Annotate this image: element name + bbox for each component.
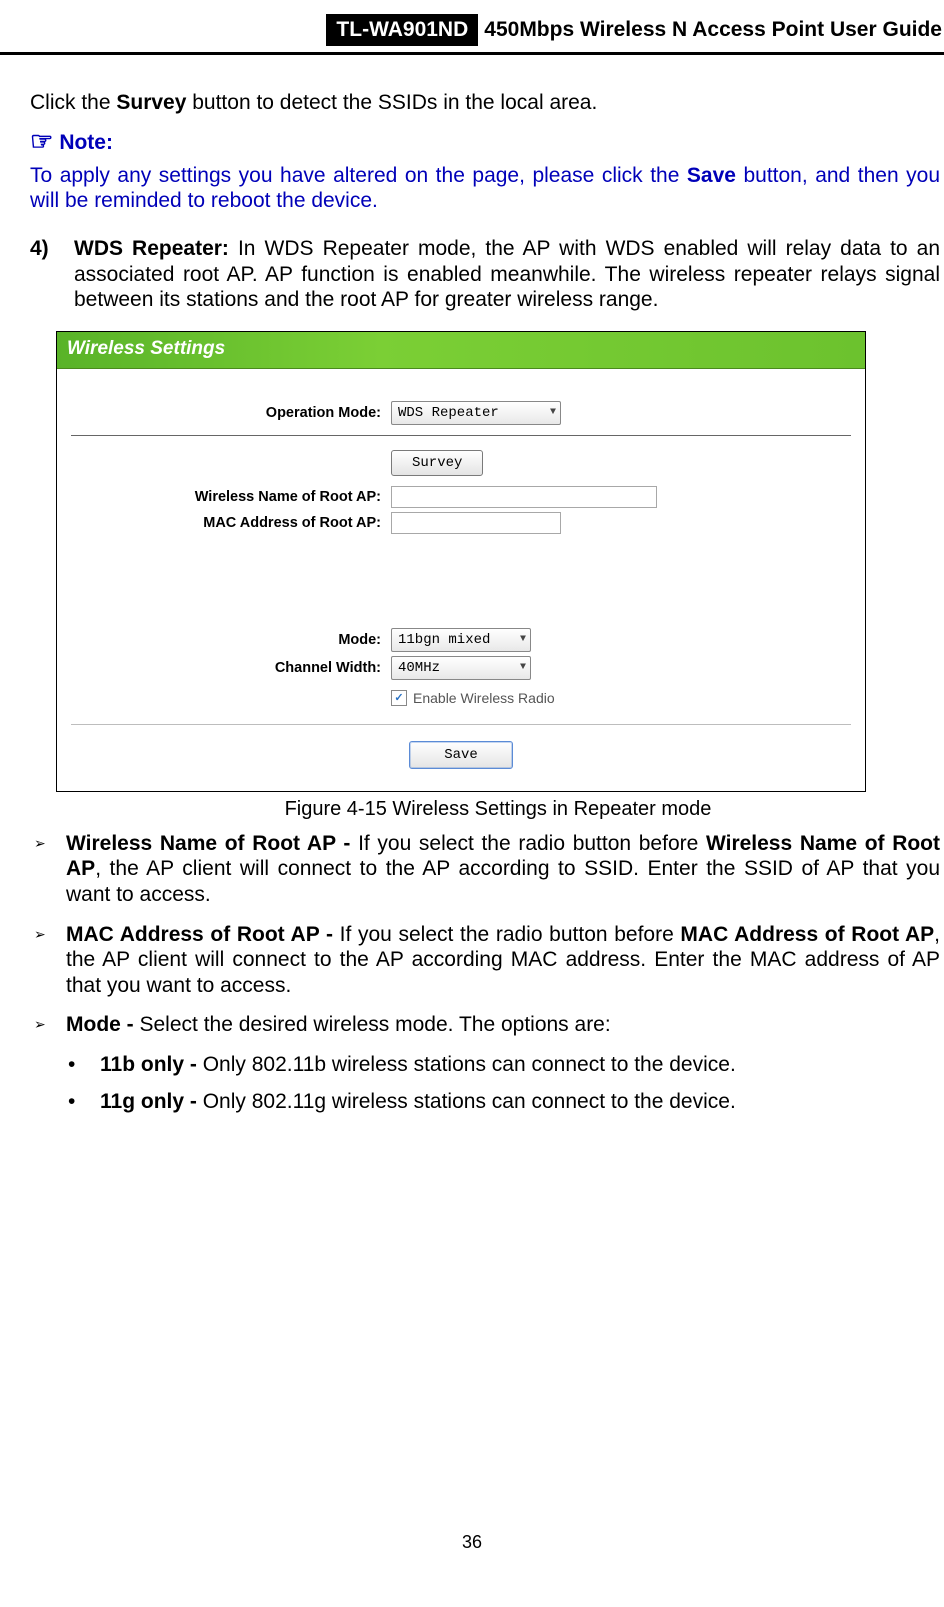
bullet-text: Select the desired wireless mode. The op… <box>140 1013 611 1036</box>
input-mac-address[interactable] <box>391 512 561 534</box>
separator <box>71 435 851 436</box>
bullet-text: If you select the radio button before <box>340 923 681 946</box>
dot-icon: • <box>68 1089 82 1114</box>
select-operation-mode[interactable]: WDS Repeater ▼ <box>391 401 561 425</box>
sub-bullet-11g: • 11g only - Only 802.11g wireless stati… <box>30 1089 940 1114</box>
row-enable-radio: ✓ Enable Wireless Radio <box>391 690 851 706</box>
bullet-marker-icon: ➢ <box>34 831 52 908</box>
note-bold: Save <box>687 164 736 187</box>
chevron-down-icon: ▼ <box>520 634 526 645</box>
label-mac-address: MAC Address of Root AP: <box>71 515 391 531</box>
intro-post: button to detect the SSIDs in the local … <box>186 91 597 114</box>
sub-text: Only 802.11g wireless stations can conne… <box>203 1090 736 1113</box>
guide-title: 450Mbps Wireless N Access Point User Gui… <box>484 18 944 42</box>
section-heading: WDS Repeater: <box>74 237 229 260</box>
sub-heading: 11g only - <box>100 1090 203 1113</box>
bullet-text: , the AP client will connect to the AP a… <box>66 857 940 906</box>
select-mode[interactable]: 11bgn mixed ▼ <box>391 628 531 652</box>
label-mode: Mode: <box>71 632 391 648</box>
channel-width-value: 40MHz <box>398 660 440 676</box>
mode-value: 11bgn mixed <box>398 632 490 648</box>
operation-mode-value: WDS Repeater <box>398 405 499 421</box>
model-badge: TL-WA901ND <box>326 14 478 46</box>
input-wireless-name[interactable] <box>391 486 657 508</box>
pointing-hand-icon: ☞ <box>30 126 53 156</box>
dot-icon: • <box>68 1052 82 1077</box>
sub-heading: 11b only - <box>100 1053 203 1076</box>
chevron-down-icon: ▼ <box>550 407 556 418</box>
section-number: 4) <box>30 236 60 313</box>
figure-container: Wireless Settings Operation Mode: WDS Re… <box>56 331 940 821</box>
intro-paragraph: Click the Survey button to detect the SS… <box>30 91 940 116</box>
chevron-down-icon: ▼ <box>520 662 526 673</box>
separator <box>71 724 851 725</box>
bullet-heading: Wireless Name of Root AP - <box>66 832 358 855</box>
label-wireless-name: Wireless Name of Root AP: <box>71 489 391 505</box>
bullet-mode: ➢ Mode - Select the desired wireless mod… <box>30 1012 940 1038</box>
note-label: Note: <box>59 131 113 154</box>
figure-caption: Figure 4-15 Wireless Settings in Repeate… <box>56 798 940 821</box>
label-operation-mode: Operation Mode: <box>71 405 391 421</box>
section-text: WDS Repeater: In WDS Repeater mode, the … <box>74 236 940 313</box>
note-heading: ☞ Note: <box>30 126 940 157</box>
sub-text: Only 802.11b wireless stations can conne… <box>203 1053 736 1076</box>
sub-bullet-11b: • 11b only - Only 802.11b wireless stati… <box>30 1052 940 1077</box>
checkbox-enable-radio[interactable]: ✓ <box>391 690 407 706</box>
row-wireless-name: Wireless Name of Root AP: <box>71 486 851 508</box>
row-mac-address: MAC Address of Root AP: <box>71 512 851 534</box>
bullet-heading: MAC Address of Root AP - <box>66 923 340 946</box>
note-pre: To apply any settings you have altered o… <box>30 164 687 187</box>
note-body: To apply any settings you have altered o… <box>30 163 940 214</box>
bullet-wireless-name: ➢ Wireless Name of Root AP - If you sele… <box>30 831 940 908</box>
bullet-marker-icon: ➢ <box>34 1012 52 1038</box>
row-mode: Mode: 11bgn mixed ▼ <box>71 628 851 652</box>
section-4: 4) WDS Repeater: In WDS Repeater mode, t… <box>30 236 940 313</box>
survey-button[interactable]: Survey <box>391 450 483 476</box>
bullet-text: If you select the radio button before <box>358 832 706 855</box>
panel-title: Wireless Settings <box>57 332 865 369</box>
bullet-marker-icon: ➢ <box>34 922 52 999</box>
page-header: TL-WA901ND 450Mbps Wireless N Access Poi… <box>0 14 944 55</box>
intro-pre: Click the <box>30 91 116 114</box>
bullet-mac-address: ➢ MAC Address of Root AP - If you select… <box>30 922 940 999</box>
page-number: 36 <box>0 1532 944 1553</box>
label-enable-radio: Enable Wireless Radio <box>413 690 555 706</box>
row-operation-mode: Operation Mode: WDS Repeater ▼ <box>71 401 851 425</box>
bullet-bold: MAC Address of Root AP <box>680 923 934 946</box>
row-channel-width: Channel Width: 40MHz ▼ <box>71 656 851 680</box>
intro-bold: Survey <box>116 91 186 114</box>
label-channel-width: Channel Width: <box>71 660 391 676</box>
wireless-settings-panel: Wireless Settings Operation Mode: WDS Re… <box>56 331 866 792</box>
bullet-heading: Mode - <box>66 1013 140 1036</box>
save-button[interactable]: Save <box>409 741 513 769</box>
select-channel-width[interactable]: 40MHz ▼ <box>391 656 531 680</box>
